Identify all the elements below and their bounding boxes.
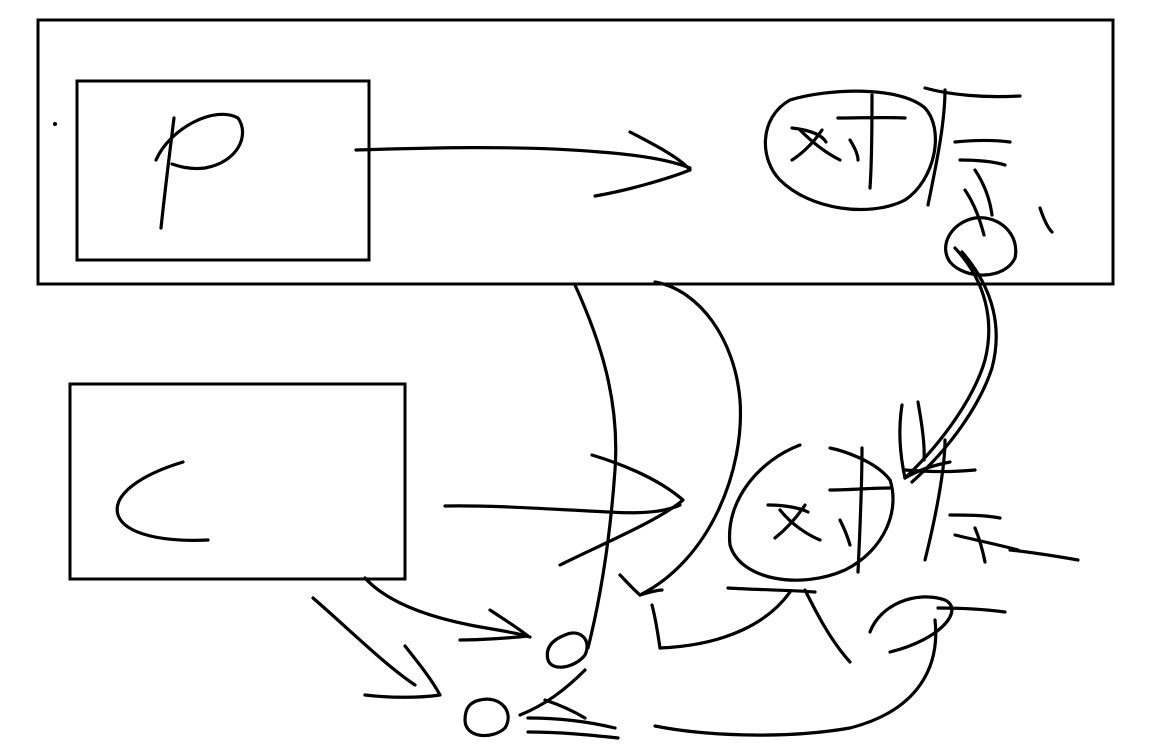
box-c-label: C — [0, 0, 12, 4]
box-p-label: P — [0, 0, 11, 4]
curve-down-right — [618, 280, 743, 650]
arrow-c-down-1 — [363, 576, 532, 642]
arrow-c-down-2 — [311, 596, 442, 699]
box-p-border — [75, 79, 371, 262]
stray-dot — [53, 122, 57, 126]
outer-frame — [36, 18, 1115, 286]
arrow-c-to-object — [443, 453, 685, 567]
small-nodes — [463, 631, 620, 740]
box-c-border — [68, 382, 407, 581]
bottom-connectors — [653, 586, 1007, 737]
label-c-glyph — [115, 460, 210, 542]
arrow-p-to-object — [354, 130, 692, 198]
box-p: P — [0, 0, 371, 262]
curve-down-left — [573, 283, 618, 650]
box-c: C — [0, 0, 407, 581]
label-p-glyph — [154, 112, 245, 230]
object-bottom-sketch — [727, 438, 1080, 582]
object-top-sketch — [763, 86, 1054, 277]
